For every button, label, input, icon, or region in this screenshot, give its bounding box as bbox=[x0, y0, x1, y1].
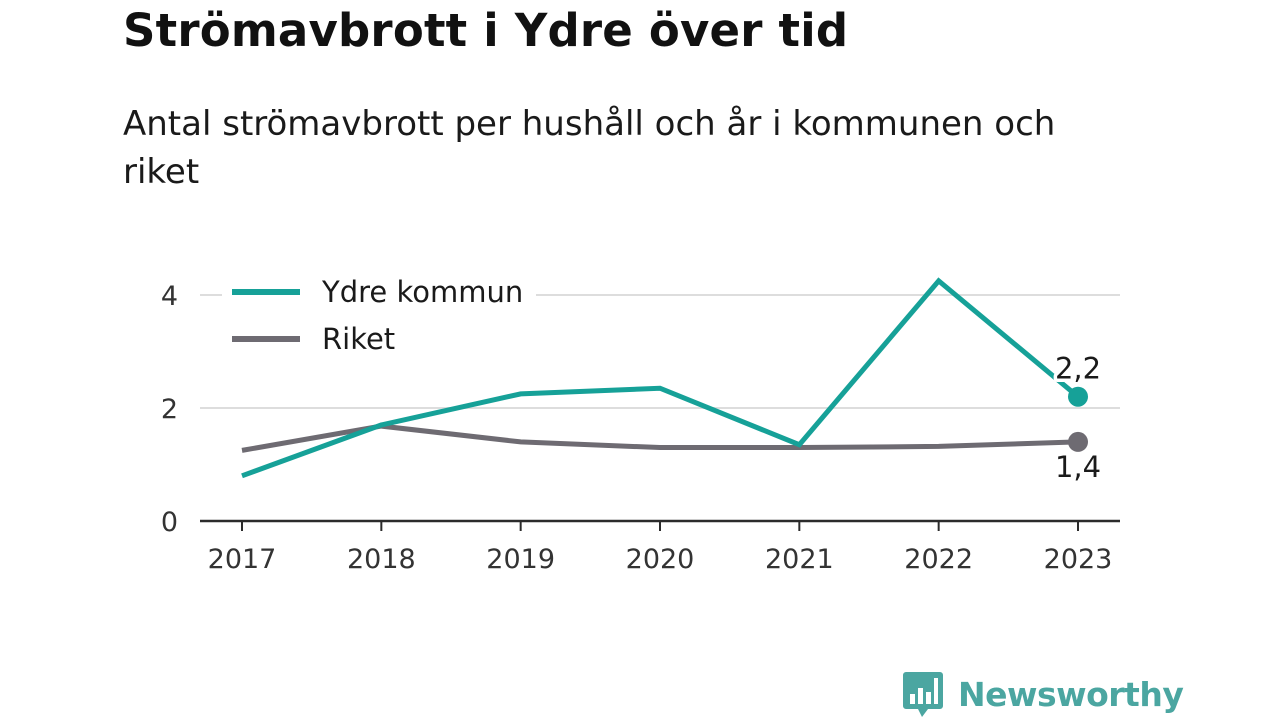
series-line bbox=[241, 277, 1080, 479]
newsworthy-logo: Newsworthy bbox=[902, 670, 1184, 718]
x-tick-label: 2019 bbox=[486, 544, 555, 575]
series-end-point bbox=[1068, 386, 1088, 407]
legend-label: Ydre kommun bbox=[321, 275, 523, 309]
y-tick-label: 0 bbox=[161, 507, 178, 538]
x-tick-label: 2020 bbox=[626, 544, 695, 575]
y-tick-label: 2 bbox=[161, 394, 178, 425]
legend-label: Riket bbox=[322, 322, 395, 356]
y-tick-label: 4 bbox=[161, 281, 178, 312]
x-tick-label: 2018 bbox=[347, 544, 416, 575]
end-value-label: 2,2 bbox=[1055, 352, 1101, 386]
chart-title: Strömavbrott i Ydre över tid bbox=[123, 4, 849, 57]
x-tick-label: 2021 bbox=[765, 544, 834, 575]
end-value-label: 1,4 bbox=[1055, 450, 1101, 484]
x-tick-label: 2023 bbox=[1044, 544, 1113, 575]
chart-subtitle: Antal strömavbrott per hushåll och år i … bbox=[123, 104, 1056, 192]
x-tick-label: 2017 bbox=[208, 544, 277, 575]
series-end-point bbox=[1068, 431, 1088, 452]
end-value-label-halo: 1,4 bbox=[1055, 450, 1101, 484]
bar-chart-speech-bubble-icon bbox=[903, 672, 943, 717]
end-value-label-halo: 2,2 bbox=[1055, 352, 1101, 386]
x-tick-label: 2022 bbox=[904, 544, 973, 575]
brand-name: Newsworthy bbox=[958, 674, 1184, 714]
legend-background bbox=[222, 270, 536, 362]
